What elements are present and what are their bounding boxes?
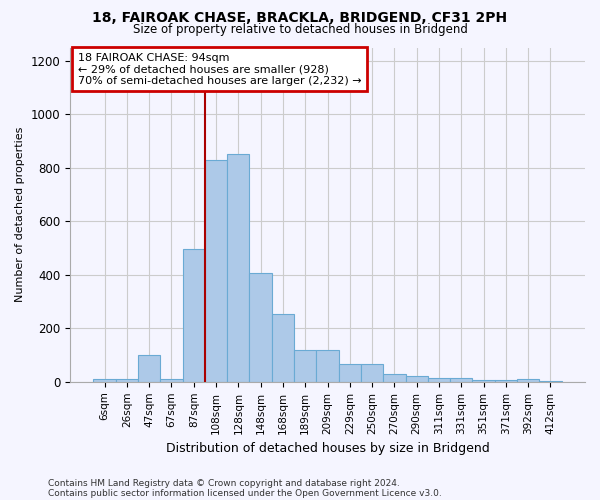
Bar	[160, 378, 182, 382]
Bar	[272, 314, 294, 382]
Bar	[517, 378, 539, 382]
Bar	[250, 274, 272, 382]
Bar	[205, 160, 227, 382]
Text: Contains HM Land Registry data © Crown copyright and database right 2024.: Contains HM Land Registry data © Crown c…	[48, 478, 400, 488]
Bar	[495, 380, 517, 382]
Bar	[94, 379, 116, 382]
Bar	[450, 378, 472, 382]
Bar	[472, 380, 495, 382]
Y-axis label: Number of detached properties: Number of detached properties	[15, 127, 25, 302]
Bar	[338, 364, 361, 382]
Bar	[428, 378, 450, 382]
Bar	[116, 378, 138, 382]
Bar	[227, 154, 250, 382]
Text: 18, FAIROAK CHASE, BRACKLA, BRIDGEND, CF31 2PH: 18, FAIROAK CHASE, BRACKLA, BRIDGEND, CF…	[92, 11, 508, 25]
Text: Contains public sector information licensed under the Open Government Licence v3: Contains public sector information licen…	[48, 488, 442, 498]
Bar	[294, 350, 316, 382]
Bar	[406, 376, 428, 382]
Bar	[316, 350, 338, 382]
Bar	[383, 374, 406, 382]
Bar	[182, 250, 205, 382]
Text: 18 FAIROAK CHASE: 94sqm
← 29% of detached houses are smaller (928)
70% of semi-d: 18 FAIROAK CHASE: 94sqm ← 29% of detache…	[78, 52, 361, 86]
X-axis label: Distribution of detached houses by size in Bridgend: Distribution of detached houses by size …	[166, 442, 490, 455]
Bar	[138, 355, 160, 382]
Text: Size of property relative to detached houses in Bridgend: Size of property relative to detached ho…	[133, 24, 467, 36]
Bar	[361, 364, 383, 382]
